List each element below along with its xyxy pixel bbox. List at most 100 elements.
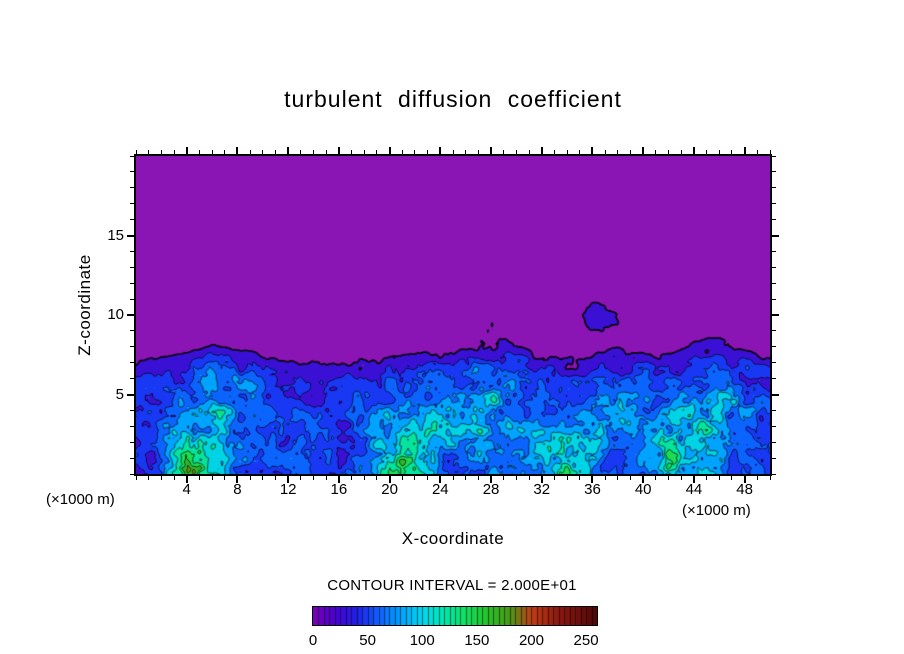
tick-mark [224, 150, 226, 154]
tick-mark [642, 476, 645, 483]
x-tick-label: 12 [279, 481, 297, 498]
tick-mark [630, 150, 632, 154]
tick-mark [325, 150, 327, 154]
colorbar-tick-label: 100 [409, 632, 435, 649]
tick-mark [718, 150, 720, 154]
tick-mark [130, 362, 134, 364]
x-tick-label: 44 [685, 481, 703, 498]
tick-mark [772, 441, 776, 443]
tick-mark [130, 378, 134, 380]
tick-mark [439, 476, 442, 483]
tick-mark [772, 346, 776, 348]
tick-mark [528, 476, 530, 480]
tick-mark [579, 150, 581, 154]
colorbar-tick-label: 150 [464, 632, 490, 649]
tick-mark [130, 187, 134, 189]
tick-mark [130, 155, 134, 157]
tick-mark [772, 298, 776, 300]
tick-mark [185, 147, 188, 154]
tick-mark [300, 150, 302, 154]
tick-mark [414, 476, 416, 480]
tick-mark [313, 476, 315, 480]
tick-mark [127, 314, 134, 316]
tick-mark [224, 476, 226, 480]
tick-mark [680, 476, 682, 480]
tick-mark [743, 476, 746, 483]
contour-interval-note: CONTOUR INTERVAL = 2.000E+01 [327, 577, 577, 594]
tick-mark [211, 476, 213, 480]
tick-mark [130, 473, 134, 475]
tick-mark [198, 150, 200, 154]
tick-mark [772, 378, 776, 380]
tick-mark [772, 234, 779, 237]
tick-mark [772, 425, 776, 427]
tick-mark [130, 266, 134, 268]
tick-mark [772, 330, 776, 332]
tick-mark [130, 171, 134, 173]
tick-mark [376, 150, 378, 154]
tick-mark [185, 476, 188, 483]
tick-mark [772, 155, 776, 157]
tick-mark [772, 473, 776, 475]
tick-mark [262, 150, 264, 154]
tick-mark [731, 476, 733, 480]
tick-mark [528, 150, 530, 154]
tick-mark [130, 346, 134, 348]
tick-mark [503, 476, 505, 480]
tick-mark [388, 147, 391, 154]
tick-mark [401, 150, 403, 154]
chart-title: turbulent diffusion coefficient [284, 86, 622, 112]
z-tick-label: 15 [107, 226, 124, 244]
tick-mark [130, 203, 134, 205]
x-tick-label: 8 [233, 481, 242, 498]
tick-mark [566, 476, 568, 480]
tick-mark [130, 457, 134, 459]
tick-mark [160, 476, 162, 480]
tick-mark [439, 147, 442, 154]
x-tick-label: 16 [330, 481, 348, 498]
tick-mark [363, 150, 365, 154]
tick-mark [427, 150, 429, 154]
x-tick-label: 32 [533, 481, 551, 498]
tick-mark [772, 250, 776, 252]
x-tick-label: 36 [584, 481, 601, 498]
tick-mark [772, 171, 776, 173]
tick-mark [337, 476, 340, 483]
tick-mark [692, 476, 695, 483]
tick-mark [756, 476, 758, 480]
tick-mark [515, 150, 517, 154]
tick-mark [363, 476, 365, 480]
tick-mark [540, 476, 543, 483]
colorbar-tick-label: 0 [308, 632, 318, 649]
x-tick-label: 28 [482, 481, 500, 498]
tick-mark [414, 150, 416, 154]
x-tick-label: 40 [634, 481, 652, 498]
tick-mark [604, 476, 606, 480]
tick-mark [743, 147, 746, 154]
tick-mark [655, 476, 657, 480]
tick-mark [452, 476, 454, 480]
tick-mark [287, 476, 290, 483]
tick-mark [300, 476, 302, 480]
tick-mark [706, 476, 708, 480]
x-tick-label: 20 [381, 481, 398, 498]
tick-mark [198, 476, 200, 480]
tick-mark [553, 150, 555, 154]
x-tick-label: 48 [736, 481, 753, 498]
tick-mark [591, 147, 594, 154]
tick-mark [135, 476, 137, 480]
tick-mark [465, 150, 467, 154]
tick-mark [718, 476, 720, 480]
tick-mark [130, 441, 134, 443]
x-tick-label: 4 [182, 481, 191, 498]
tick-mark [772, 187, 776, 189]
tick-mark [313, 150, 315, 154]
tick-mark [503, 150, 505, 154]
tick-mark [772, 457, 776, 459]
tick-mark [236, 147, 239, 154]
tick-mark [692, 147, 695, 154]
tick-mark [772, 266, 776, 268]
tick-mark [490, 147, 493, 154]
tick-mark [772, 282, 776, 284]
